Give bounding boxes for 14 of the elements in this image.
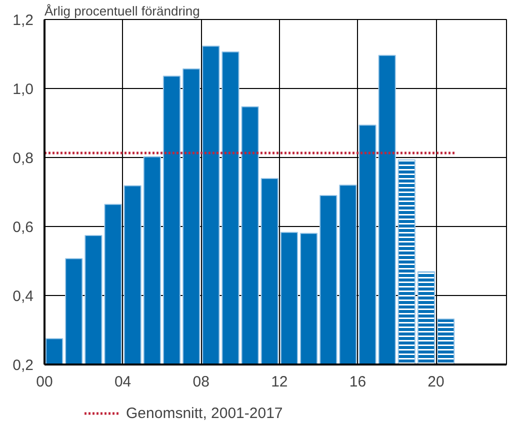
x-tick-label: 20	[428, 374, 444, 390]
y-tick-label: 0,2	[12, 357, 34, 374]
y-tick-label: 0,8	[12, 150, 34, 167]
y-tick-label: 1,0	[12, 81, 34, 98]
x-tick-label: 12	[271, 374, 288, 390]
y-tick-label: 0,4	[12, 288, 34, 305]
x-tick-label: 00	[36, 374, 53, 390]
x-tick-label: 08	[192, 374, 210, 390]
chart-title: Årlig procentuell förändring	[44, 4, 200, 18]
legend-label: Genomsnitt, 2001-2017	[126, 404, 283, 422]
x-tick-label: 16	[349, 374, 366, 390]
y-tick-label: 1,2	[12, 12, 34, 29]
y-tick-label: 0,6	[12, 219, 34, 236]
x-tick-label: 04	[114, 374, 132, 390]
